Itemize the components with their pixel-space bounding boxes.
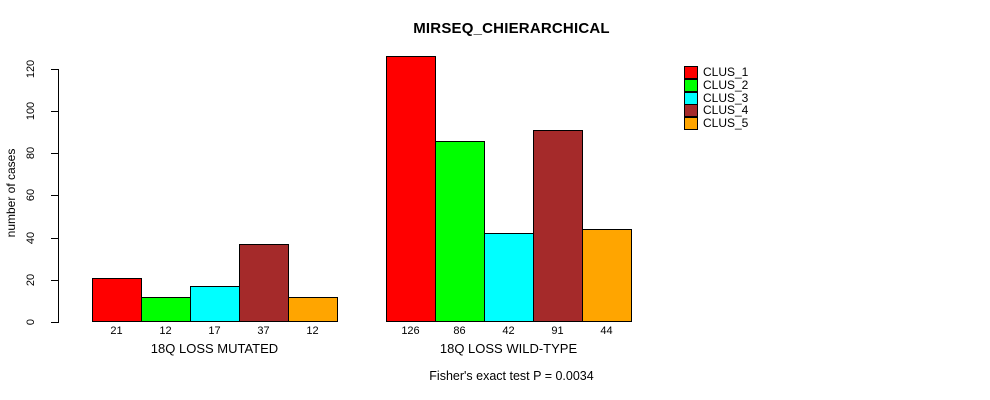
legend-label: CLUS_1 — [703, 65, 749, 79]
y-axis-tick-label: 100 — [25, 101, 37, 121]
legend-label: CLUS_3 — [703, 91, 749, 105]
bar-value-label: 12 — [159, 325, 172, 337]
bar-value-label: 44 — [600, 325, 613, 337]
y-axis-title: number of cases — [4, 148, 18, 238]
legend-swatch — [684, 78, 698, 92]
legend-swatch — [684, 116, 698, 130]
y-axis-tick-label: 60 — [25, 188, 37, 202]
bar — [435, 141, 485, 322]
legend-item: CLUS_1 — [684, 65, 749, 79]
group-label: 18Q LOSS WILD-TYPE — [439, 341, 578, 356]
bar-value-label: 126 — [401, 325, 420, 337]
bar — [533, 130, 583, 322]
legend-swatch — [684, 103, 698, 117]
bar — [484, 233, 534, 322]
y-axis-tick-label: 120 — [25, 59, 37, 79]
chart-title: MIRSEQ_CHIERARCHICAL — [413, 20, 610, 37]
legend-item: CLUS_3 — [684, 91, 749, 105]
y-axis-tick-label: 20 — [25, 273, 37, 287]
y-axis-tick-label: 80 — [25, 146, 37, 160]
bar — [239, 244, 289, 322]
y-axis-tick — [51, 153, 58, 154]
y-axis-tick — [51, 195, 58, 196]
bar-value-label: 12 — [306, 325, 319, 337]
legend-label: CLUS_2 — [703, 78, 749, 92]
chart-footnote: Fisher's exact test P = 0.0034 — [429, 369, 594, 383]
bar — [141, 297, 191, 322]
legend-item: CLUS_4 — [684, 103, 749, 117]
legend-item: CLUS_2 — [684, 78, 749, 92]
bar — [582, 229, 632, 322]
bar — [288, 297, 338, 322]
y-axis-tick — [51, 322, 58, 323]
legend-item: CLUS_5 — [684, 116, 749, 130]
bar-value-label: 86 — [453, 325, 466, 337]
y-axis-tick — [51, 238, 58, 239]
y-axis-tick — [51, 280, 58, 281]
legend-swatch — [684, 65, 698, 79]
y-axis-tick-label: 40 — [25, 231, 37, 245]
legend-label: CLUS_4 — [703, 103, 749, 117]
y-axis-tick-label: 0 — [25, 318, 37, 326]
group-label: 18Q LOSS MUTATED — [150, 341, 279, 356]
y-axis-tick — [51, 69, 58, 70]
bar — [386, 56, 436, 322]
bar — [92, 278, 142, 322]
y-axis-tick — [51, 111, 58, 112]
bar-value-label: 17 — [208, 325, 221, 337]
bar-value-label: 42 — [502, 325, 515, 337]
bar-value-label: 37 — [257, 325, 270, 337]
bar-value-label: 91 — [551, 325, 564, 337]
legend-label: CLUS_5 — [703, 116, 749, 130]
bar-value-label: 21 — [110, 325, 123, 337]
y-axis-line — [58, 69, 59, 323]
bar — [190, 286, 240, 322]
